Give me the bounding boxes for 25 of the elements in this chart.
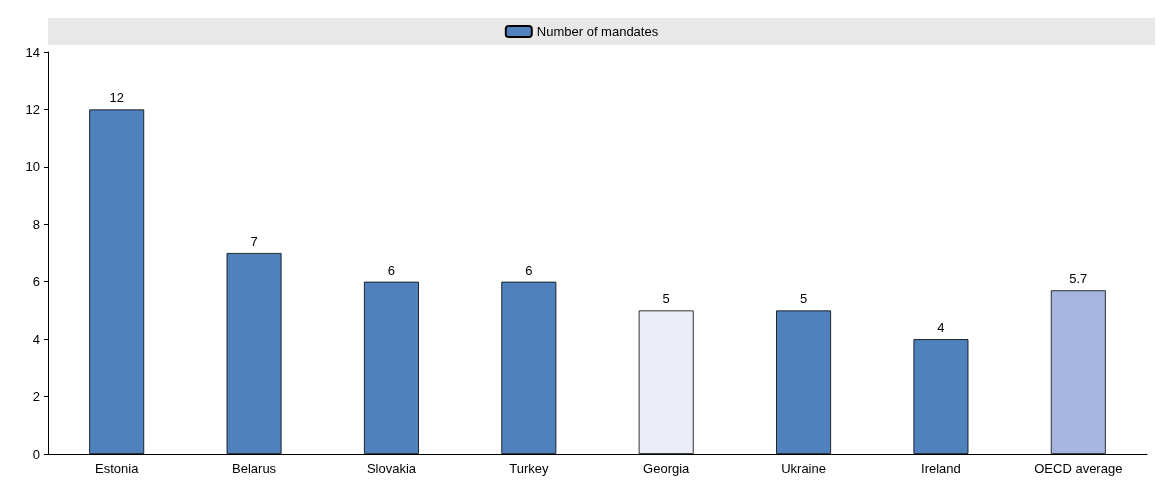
x-tick-label: Ireland (921, 461, 961, 476)
data-label: 5 (799, 291, 808, 307)
y-tick-label: 6 (32, 274, 40, 290)
y-tick-label: 4 (32, 331, 40, 347)
y-tick-label: 10 (25, 159, 40, 175)
y-tick-label: 0 (32, 446, 40, 462)
x-tick-label: Georgia (643, 461, 691, 476)
data-label: 7 (250, 234, 258, 249)
data-label: 5 (662, 291, 670, 307)
data-label: 5.7 (1069, 271, 1088, 287)
x-tick-label: OECD average (1034, 461, 1123, 476)
x-tick-label: Turkey (509, 461, 549, 476)
data-label: 4 (937, 320, 945, 336)
x-tick-label: Estonia (95, 461, 140, 476)
x-tick-label: Belarus (232, 461, 277, 476)
data-label: 12 (109, 90, 124, 106)
y-tick-label: 2 (32, 389, 40, 405)
legend-label: Number of mandates (536, 24, 659, 39)
data-label: 6 (387, 262, 396, 278)
y-tick-label: 12 (25, 101, 40, 117)
data-label: 6 (525, 262, 533, 278)
x-tick-label: Ukraine (781, 461, 826, 476)
x-tick-label: Slovakia (366, 461, 417, 476)
y-tick-label: 8 (32, 216, 40, 232)
y-tick-label: 14 (25, 44, 40, 60)
